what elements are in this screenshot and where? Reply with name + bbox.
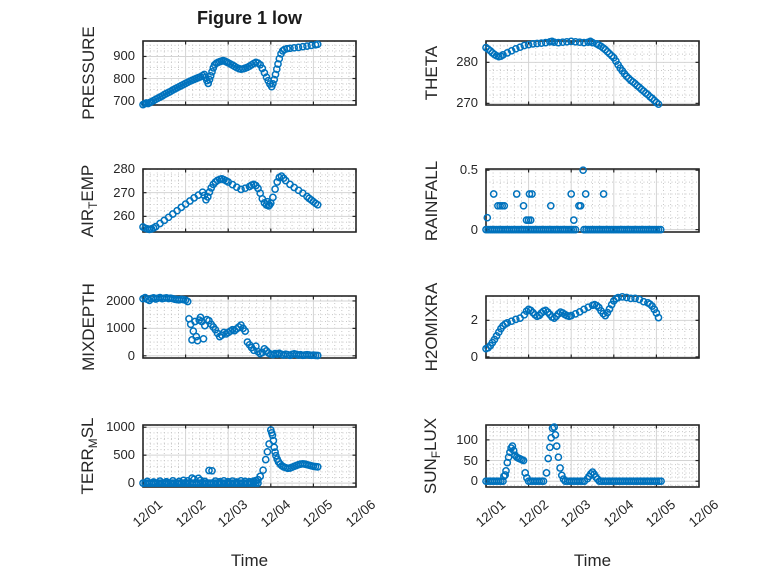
subplot-theta — [480, 35, 705, 111]
minor-grid — [143, 296, 356, 358]
plot-canvas-h2omixra — [482, 293, 700, 359]
y-tick-label: 50 — [463, 452, 478, 468]
y-tick-label: 0 — [470, 473, 478, 489]
plot-canvas-mixdepth — [139, 293, 357, 360]
subplot-airtemp — [137, 163, 362, 238]
minor-grid — [486, 169, 699, 232]
tick-marks — [485, 296, 700, 358]
y-tick-label: 280 — [456, 54, 478, 70]
axes-box — [142, 424, 357, 488]
y-tick-label: 0 — [127, 347, 135, 363]
plot-canvas-airtemp — [139, 168, 357, 234]
y-tick-label: 2 — [470, 312, 478, 328]
y-tick-label: 800 — [113, 70, 135, 86]
axes-box — [142, 168, 357, 233]
y-tick-label: 260 — [113, 208, 135, 224]
markers — [482, 37, 663, 109]
axes-box — [485, 424, 700, 488]
plot-canvas-terrmsl — [139, 424, 357, 488]
plot-canvas-sunflux — [482, 423, 700, 488]
subplot-h2omixra — [480, 290, 705, 364]
x-axis-label-left: Time — [230, 551, 269, 570]
y-tick-label: 0.5 — [459, 162, 478, 178]
axes-box — [142, 40, 357, 106]
major-grid — [142, 41, 357, 105]
y-tick-label: 0 — [127, 475, 135, 491]
markers — [139, 40, 322, 109]
y-axis-label-subscript: T — [86, 201, 101, 209]
x-axis-label-right: Time — [573, 551, 612, 570]
markers — [482, 423, 665, 486]
y-tick-label: 100 — [456, 431, 478, 447]
y-tick-label: 0 — [470, 348, 478, 364]
subplot-sunflux — [480, 419, 705, 493]
major-grid — [485, 425, 700, 487]
plot-canvas-rainfall — [482, 166, 700, 234]
subplot-terrmsl — [137, 419, 362, 493]
y-tick-label: 0 — [470, 221, 478, 237]
plot-canvas-theta — [482, 37, 700, 109]
minor-grid — [486, 296, 699, 358]
markers — [139, 293, 322, 360]
figure-title: Figure 1 low — [196, 8, 302, 28]
subplot-pressure — [137, 35, 362, 111]
y-tick-label: 2000 — [106, 292, 135, 308]
y-tick-label: 270 — [456, 95, 478, 111]
y-tick-label: 700 — [113, 92, 135, 108]
y-tick-label: 280 — [113, 161, 135, 176]
subplot-rainfall — [480, 163, 705, 238]
axes-box — [485, 40, 700, 106]
y-tick-label: 500 — [113, 447, 135, 463]
y-tick-label: 1000 — [106, 419, 135, 435]
y-tick-label: 900 — [113, 48, 135, 64]
y-tick-label: 1000 — [106, 320, 135, 336]
plot-canvas-pressure — [139, 40, 357, 109]
markers — [139, 172, 322, 234]
y-tick-label: 270 — [113, 184, 135, 200]
subplot-mixdepth — [137, 290, 362, 364]
minor-grid — [143, 425, 356, 487]
axes-box — [142, 295, 357, 359]
markers — [139, 426, 322, 487]
axes-box — [485, 295, 700, 359]
markers — [482, 166, 665, 234]
markers — [482, 293, 663, 353]
